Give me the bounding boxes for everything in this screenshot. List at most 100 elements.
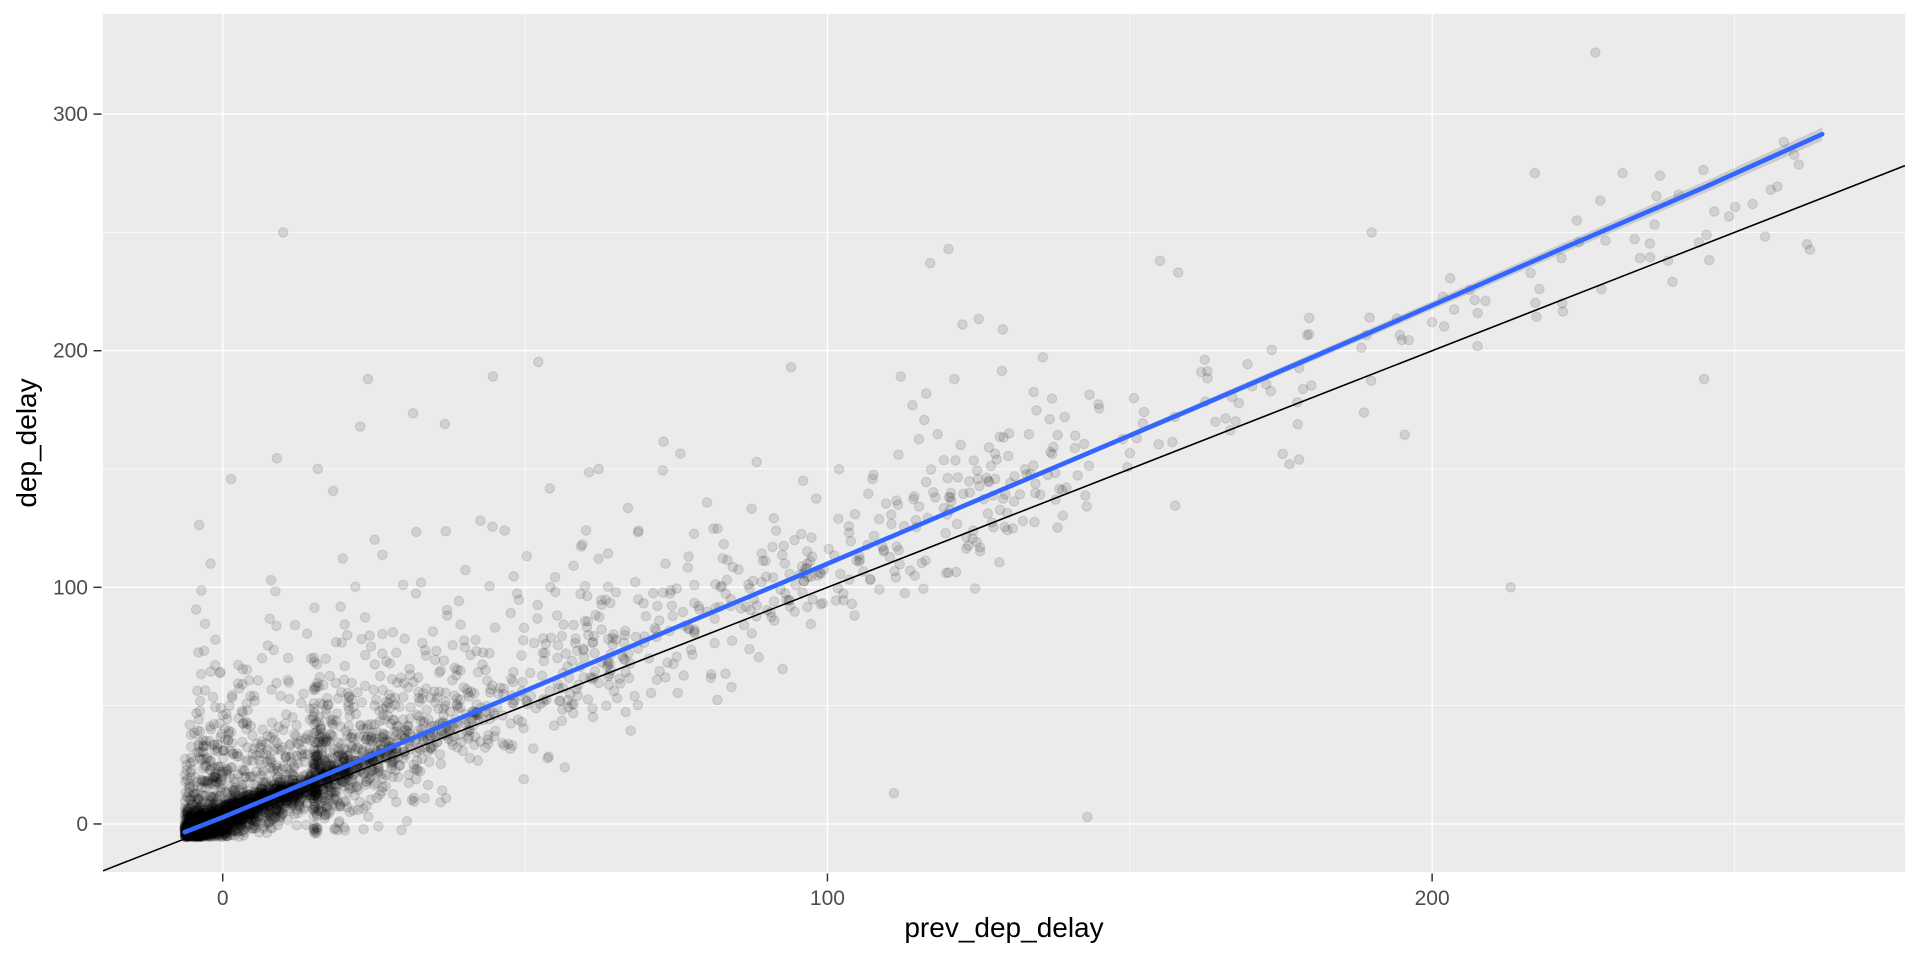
data-point <box>209 807 220 819</box>
data-point <box>862 488 874 500</box>
data-point <box>188 727 200 739</box>
data-point <box>622 502 634 514</box>
data-point <box>262 808 274 819</box>
data-point <box>1426 316 1438 328</box>
data-point <box>401 815 413 827</box>
data-point <box>370 694 382 706</box>
data-point <box>211 792 223 804</box>
data-point <box>511 588 523 599</box>
data-point <box>218 801 229 812</box>
y-tick-label: 0 <box>76 813 88 836</box>
data-point <box>1629 233 1640 245</box>
data-point <box>435 665 447 676</box>
data-point <box>422 779 434 791</box>
data-point <box>295 748 307 760</box>
data-point <box>556 630 567 642</box>
data-point <box>880 498 892 509</box>
data-point <box>238 789 249 801</box>
x-axis: 0 100 200 <box>217 873 1450 910</box>
data-point <box>271 762 283 774</box>
data-point <box>1709 206 1720 217</box>
data-point <box>313 736 325 748</box>
data-point <box>1438 321 1450 332</box>
data-point <box>291 819 302 831</box>
data-point <box>217 804 229 815</box>
data-point <box>973 313 984 325</box>
data-point <box>873 513 885 525</box>
data-point <box>183 817 194 829</box>
data-point <box>251 779 262 791</box>
data-point <box>1723 211 1735 222</box>
data-point <box>305 653 317 664</box>
data-point <box>196 585 207 596</box>
data-point <box>945 487 957 499</box>
data-point <box>308 811 319 822</box>
data-point <box>408 796 420 807</box>
data-point <box>660 558 671 569</box>
data-point <box>288 770 300 782</box>
data-point <box>439 418 451 430</box>
data-point <box>1590 47 1601 58</box>
data-point <box>186 764 197 775</box>
data-point <box>268 811 280 822</box>
data-point <box>284 805 296 817</box>
data-point <box>382 710 394 722</box>
data-point <box>593 463 604 475</box>
data-point <box>266 717 278 728</box>
data-point <box>209 827 220 839</box>
data-point <box>290 730 302 742</box>
data-point <box>462 687 474 699</box>
data-point <box>1059 411 1070 423</box>
data-point <box>183 804 195 815</box>
y-tick-label: 300 <box>53 103 88 126</box>
data-point <box>207 793 219 805</box>
data-point <box>253 786 265 798</box>
data-point <box>261 827 273 839</box>
data-point <box>323 759 335 770</box>
data-point <box>289 619 301 631</box>
data-point <box>518 773 530 785</box>
data-point <box>217 752 229 764</box>
data-point <box>528 637 540 649</box>
data-point <box>726 681 737 693</box>
data-point <box>955 439 966 451</box>
data-point <box>355 719 366 731</box>
data-point <box>412 764 423 776</box>
data-point <box>198 753 210 765</box>
data-point <box>712 694 723 706</box>
data-point <box>718 538 730 550</box>
data-point <box>288 728 300 740</box>
data-point <box>183 812 195 823</box>
data-point <box>349 581 361 593</box>
data-point <box>230 825 241 837</box>
data-point <box>354 731 365 743</box>
data-point <box>277 764 288 775</box>
data-point <box>689 627 700 639</box>
data-point <box>377 628 388 640</box>
data-point <box>258 821 269 833</box>
data-point <box>239 790 250 802</box>
data-point <box>1649 219 1660 230</box>
data-point <box>327 485 339 497</box>
data-point <box>249 695 261 707</box>
data-point <box>205 666 217 677</box>
data-point <box>270 808 281 819</box>
data-point <box>278 760 289 772</box>
data-point <box>215 666 226 678</box>
data-point <box>199 685 211 696</box>
data-point <box>1644 251 1656 263</box>
data-point <box>263 816 275 827</box>
data-point <box>221 823 232 834</box>
data-point <box>211 804 222 816</box>
data-point <box>314 799 326 810</box>
data-point <box>237 791 249 802</box>
data-point <box>575 541 587 552</box>
data-point <box>192 804 204 815</box>
data-point <box>275 690 286 702</box>
data-point <box>1138 406 1150 418</box>
data-point <box>226 761 238 773</box>
data-point <box>569 637 581 649</box>
data-point <box>228 820 240 831</box>
data-point <box>625 725 636 736</box>
data-point <box>198 645 210 657</box>
